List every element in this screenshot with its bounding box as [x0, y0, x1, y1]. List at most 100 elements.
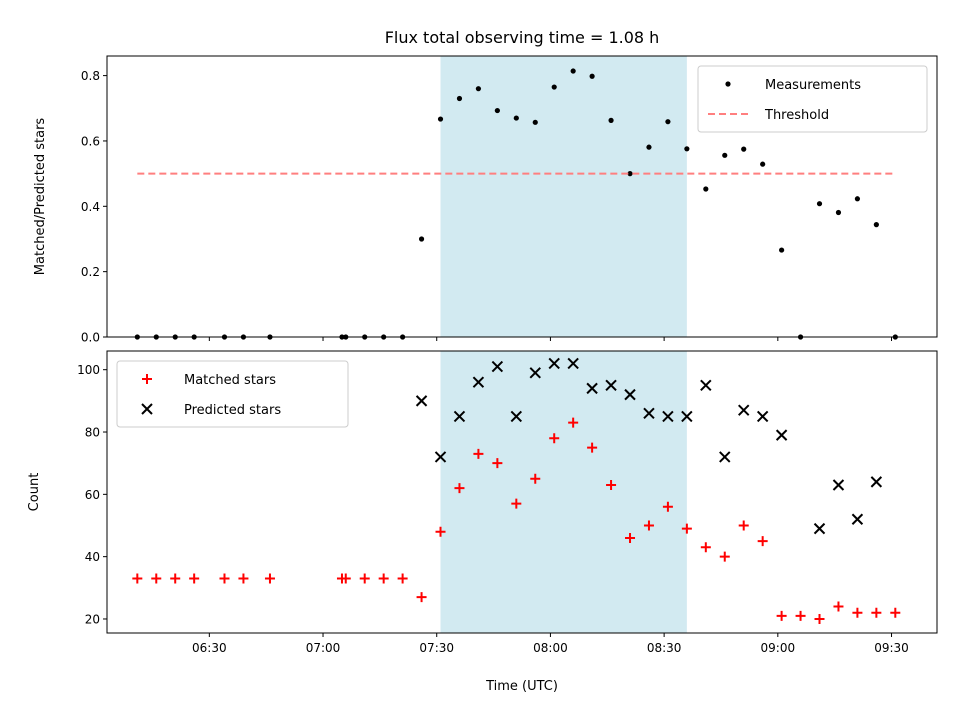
legend-label: Matched stars	[184, 373, 276, 388]
data-point	[665, 119, 671, 125]
data-point	[416, 592, 427, 603]
y-tick-label: 0.8	[81, 69, 100, 83]
data-point	[567, 357, 579, 370]
data-point	[494, 107, 500, 114]
data-point	[835, 209, 842, 216]
legend-label: Threshold	[764, 108, 829, 123]
data-point	[719, 551, 730, 562]
data-point	[473, 448, 484, 459]
data-point	[624, 388, 636, 401]
data-point	[681, 523, 692, 534]
data-point	[662, 501, 673, 512]
data-point	[435, 526, 446, 537]
data-point	[551, 84, 557, 90]
data-point	[132, 573, 143, 584]
data-point	[854, 196, 861, 202]
x-tick-label: 09:00	[761, 641, 796, 655]
legend-label: Predicted stars	[184, 403, 281, 418]
legend-matched-swatch	[142, 374, 152, 384]
data-point	[549, 433, 560, 444]
data-point	[170, 573, 181, 584]
y-tick-label: 100	[77, 363, 100, 377]
legend-box	[697, 65, 928, 133]
data-point	[453, 410, 466, 423]
shaded-region	[440, 351, 687, 633]
y-tick-label: 80	[85, 426, 100, 440]
x-tick-label: 07:30	[419, 641, 454, 655]
legend-label: Measurements	[765, 78, 861, 93]
data-point	[586, 382, 598, 395]
data-point	[418, 236, 425, 242]
data-point	[722, 152, 728, 158]
axes-frame	[106, 350, 938, 634]
y-tick-label: 0.0	[81, 331, 100, 345]
x-tick-label: 08:00	[533, 641, 568, 655]
data-point	[530, 473, 541, 484]
data-point	[548, 357, 560, 370]
y-axis-label: Count	[27, 473, 42, 512]
data-point	[741, 146, 747, 152]
series-matched-stars	[132, 417, 901, 624]
data-point	[472, 376, 485, 388]
data-point	[738, 404, 750, 416]
data-point	[890, 607, 901, 618]
data-point	[795, 610, 806, 621]
data-point	[814, 613, 825, 624]
data-point	[434, 451, 447, 463]
data-point	[703, 186, 709, 192]
legend-predicted-swatch	[141, 403, 153, 415]
data-point	[738, 520, 749, 531]
top-panel: 0.0 0.2 0.4 0.6 0.8 Matched/Predicted stars Me…	[33, 55, 938, 345]
data-point	[151, 573, 162, 584]
data-point	[189, 573, 200, 584]
data-point	[492, 458, 503, 469]
x-axis-label: Time (UTC)	[485, 679, 558, 694]
data-point	[775, 429, 788, 441]
data-point	[570, 68, 576, 74]
data-point	[779, 247, 785, 253]
legend-box	[116, 360, 349, 428]
data-point	[340, 573, 351, 584]
data-point	[378, 573, 389, 584]
data-point	[606, 479, 617, 490]
data-point	[813, 522, 826, 535]
data-point	[643, 407, 655, 420]
data-point	[568, 417, 579, 428]
data-point	[681, 410, 693, 423]
data-point	[491, 360, 504, 373]
data-point	[529, 367, 541, 379]
data-point	[437, 116, 444, 122]
x-tick-label: 06:30	[192, 641, 227, 655]
y-tick-label: 40	[85, 550, 100, 564]
bottom-panel: 06:30 07:00 07:30 08:00 08:30 09:00 09:30 20 40 6…	[27, 350, 938, 694]
data-point	[608, 117, 614, 123]
data-point	[605, 379, 617, 391]
y-tick-label: 60	[85, 488, 100, 502]
data-point	[587, 442, 598, 453]
x-tick-label: 08:30	[647, 641, 682, 655]
y-axis-label: Matched/Predicted stars	[33, 118, 48, 276]
data-point	[532, 119, 538, 125]
x-tick-label: 07:00	[306, 641, 341, 655]
data-point	[238, 573, 249, 584]
axes-frame	[106, 55, 938, 338]
data-point	[397, 573, 408, 584]
data-point	[264, 573, 275, 584]
data-point	[832, 479, 845, 491]
data-point	[219, 573, 230, 584]
data-point	[475, 86, 482, 92]
data-point	[700, 542, 711, 553]
data-point	[662, 410, 674, 423]
y-tick-label: 20	[85, 612, 100, 626]
data-point	[510, 410, 523, 423]
data-point	[627, 171, 633, 177]
data-point	[684, 146, 690, 152]
y-tick-label: 0.4	[81, 200, 100, 214]
data-point	[852, 607, 863, 618]
data-point	[870, 476, 883, 488]
data-point	[816, 201, 823, 207]
data-point	[871, 607, 882, 618]
data-point	[776, 610, 787, 621]
data-point	[359, 573, 370, 584]
data-point	[646, 144, 652, 150]
